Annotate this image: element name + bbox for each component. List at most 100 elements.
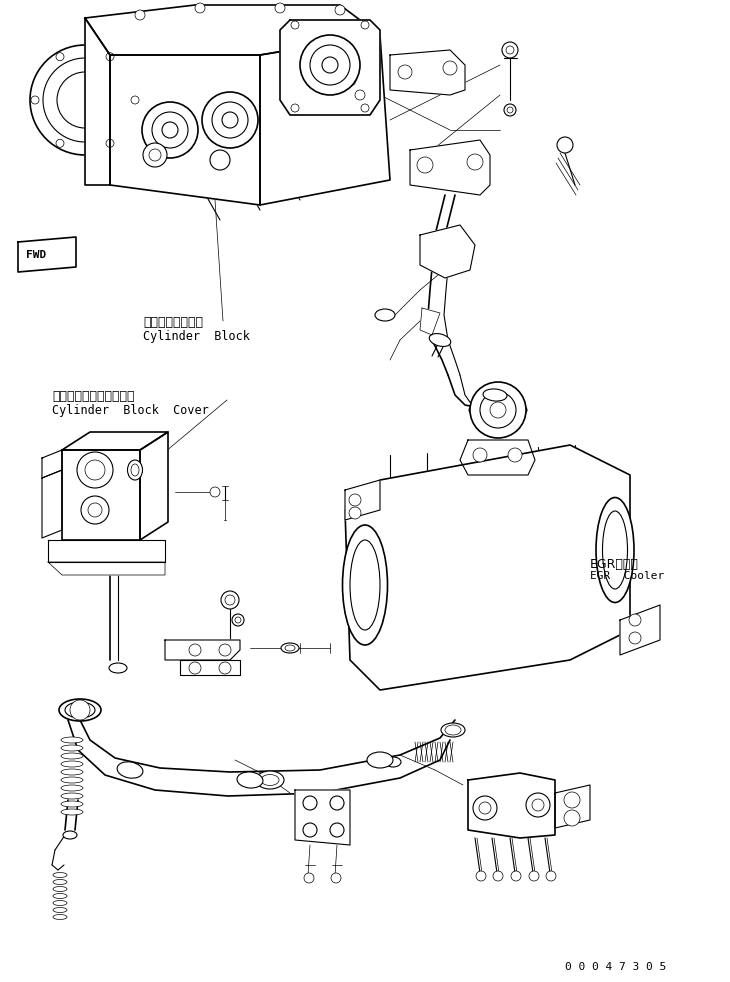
Circle shape (189, 644, 201, 656)
Circle shape (417, 157, 433, 173)
Circle shape (532, 799, 544, 811)
Circle shape (275, 3, 285, 13)
Polygon shape (18, 237, 76, 272)
Circle shape (443, 61, 457, 75)
Ellipse shape (53, 914, 67, 919)
Ellipse shape (342, 525, 388, 645)
Circle shape (502, 42, 518, 58)
Ellipse shape (429, 334, 450, 347)
Circle shape (291, 21, 299, 29)
Circle shape (629, 632, 641, 644)
Circle shape (162, 122, 178, 138)
Circle shape (310, 45, 350, 85)
Circle shape (476, 871, 486, 881)
Ellipse shape (61, 809, 83, 815)
Circle shape (506, 46, 514, 54)
Circle shape (303, 823, 317, 837)
Circle shape (221, 591, 239, 609)
Polygon shape (140, 432, 168, 540)
Ellipse shape (261, 775, 279, 786)
Circle shape (344, 74, 356, 86)
Ellipse shape (117, 762, 143, 778)
Polygon shape (460, 440, 535, 475)
Text: シリンダブロックカバー: シリンダブロックカバー (52, 390, 134, 403)
Circle shape (142, 102, 198, 158)
Circle shape (529, 871, 539, 881)
Circle shape (480, 392, 516, 428)
Ellipse shape (367, 752, 393, 768)
Polygon shape (180, 660, 240, 675)
Circle shape (335, 5, 345, 15)
Circle shape (526, 793, 550, 817)
Circle shape (56, 139, 64, 147)
Polygon shape (62, 432, 168, 450)
Circle shape (31, 96, 39, 104)
Circle shape (564, 792, 580, 808)
Circle shape (195, 3, 205, 13)
Polygon shape (295, 790, 350, 845)
Text: 0 0 0 4 7 3 0 5: 0 0 0 4 7 3 0 5 (565, 962, 666, 972)
Circle shape (470, 382, 526, 438)
Ellipse shape (61, 793, 83, 799)
Circle shape (70, 700, 90, 720)
Circle shape (511, 871, 521, 881)
Circle shape (473, 448, 487, 462)
Circle shape (88, 503, 102, 517)
Ellipse shape (61, 761, 83, 767)
Circle shape (304, 873, 314, 883)
Ellipse shape (53, 894, 67, 899)
Ellipse shape (61, 769, 83, 775)
Circle shape (490, 402, 506, 418)
Polygon shape (390, 50, 465, 95)
Ellipse shape (602, 511, 628, 589)
Ellipse shape (445, 725, 461, 735)
Ellipse shape (441, 723, 465, 737)
Ellipse shape (53, 880, 67, 885)
Circle shape (493, 871, 503, 881)
Ellipse shape (53, 872, 67, 878)
Circle shape (557, 137, 573, 153)
Circle shape (222, 112, 238, 128)
Polygon shape (620, 605, 660, 655)
Circle shape (564, 810, 580, 826)
Ellipse shape (61, 801, 83, 807)
Circle shape (330, 823, 344, 837)
Circle shape (508, 448, 522, 462)
Ellipse shape (596, 498, 634, 603)
Circle shape (349, 494, 361, 506)
Circle shape (546, 871, 556, 881)
Text: EGRクーラ: EGRクーラ (590, 558, 639, 571)
Polygon shape (85, 5, 380, 55)
Ellipse shape (256, 771, 284, 789)
Ellipse shape (109, 663, 127, 673)
Polygon shape (165, 640, 240, 660)
Ellipse shape (53, 907, 67, 912)
Polygon shape (420, 225, 475, 278)
Circle shape (56, 53, 64, 61)
Circle shape (143, 143, 167, 167)
Circle shape (235, 617, 241, 623)
Ellipse shape (65, 702, 95, 718)
Polygon shape (48, 540, 165, 562)
Ellipse shape (61, 785, 83, 791)
Circle shape (210, 150, 230, 170)
Circle shape (303, 796, 317, 810)
Ellipse shape (131, 464, 139, 476)
Polygon shape (85, 18, 110, 185)
Circle shape (57, 72, 113, 128)
Polygon shape (280, 20, 380, 115)
Circle shape (152, 112, 188, 148)
Polygon shape (555, 785, 590, 828)
Polygon shape (42, 450, 62, 478)
Circle shape (300, 35, 360, 95)
Ellipse shape (53, 887, 67, 892)
Circle shape (467, 154, 483, 170)
Ellipse shape (61, 777, 83, 783)
Circle shape (331, 873, 341, 883)
Circle shape (479, 802, 491, 814)
Circle shape (507, 107, 513, 113)
Circle shape (135, 10, 145, 20)
Circle shape (77, 452, 113, 488)
Circle shape (355, 90, 365, 100)
Circle shape (210, 487, 220, 497)
